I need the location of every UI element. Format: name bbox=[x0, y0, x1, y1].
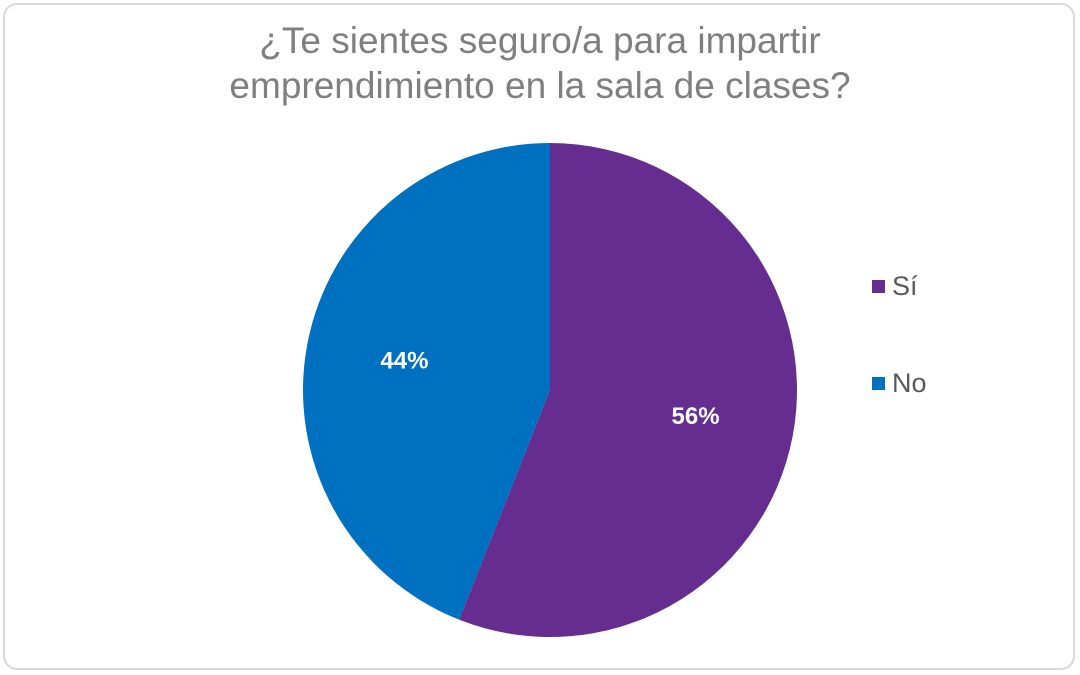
legend: Sí No bbox=[872, 266, 927, 460]
pie-slice-si bbox=[459, 143, 797, 637]
data-label-si: 56% bbox=[672, 403, 720, 430]
legend-item-si: Sí bbox=[872, 266, 927, 306]
legend-label-si: Sí bbox=[892, 270, 918, 301]
chart-title-line-2: emprendimiento en la sala de clases? bbox=[229, 65, 851, 106]
chart-title: ¿Te sientes seguro/a para impartir empre… bbox=[0, 18, 1080, 108]
legend-item-no: No bbox=[872, 363, 927, 403]
data-label-no: 44% bbox=[380, 348, 428, 375]
chart-title-line-1: ¿Te sientes seguro/a para impartir bbox=[259, 20, 821, 61]
legend-swatch-no bbox=[872, 376, 885, 390]
pie-slice-no bbox=[303, 143, 550, 620]
legend-swatch-si bbox=[872, 279, 885, 293]
legend-label-no: No bbox=[892, 367, 927, 398]
